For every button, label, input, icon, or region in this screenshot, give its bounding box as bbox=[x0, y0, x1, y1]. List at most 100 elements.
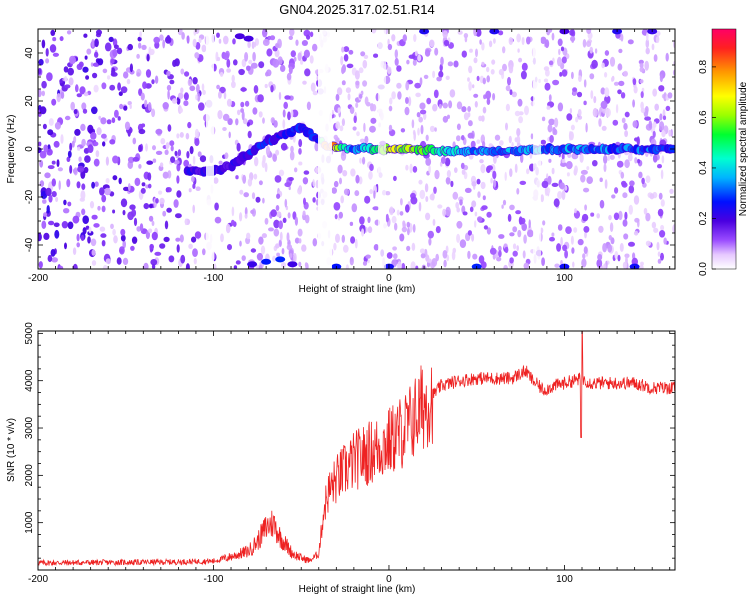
heatmap-cell bbox=[528, 219, 531, 229]
heatmap-cell bbox=[167, 89, 170, 100]
heatmap-cell bbox=[122, 209, 126, 216]
heatmap-cell bbox=[192, 248, 198, 257]
heatmap-cell bbox=[63, 199, 67, 206]
heatmap-cell bbox=[104, 187, 111, 196]
snr-panel: -200 -100 0 100 1000 2000 3000 4000 5000 Height… bbox=[6, 322, 676, 595]
heatmap-cell bbox=[82, 227, 87, 235]
heatmap-cell bbox=[609, 56, 616, 67]
heatmap-cell bbox=[235, 175, 239, 180]
heatmap-cell bbox=[56, 93, 61, 103]
heatmap-cell bbox=[293, 252, 297, 263]
heatmap-cell bbox=[341, 66, 345, 75]
heatmap-cell bbox=[412, 223, 416, 233]
heatmap-cell bbox=[551, 32, 555, 41]
heatmap-cell bbox=[149, 243, 154, 250]
heatmap-cell bbox=[447, 61, 454, 67]
heatmap-cell bbox=[470, 140, 476, 149]
x-tick-label: 100 bbox=[556, 273, 573, 284]
heatmap-cell bbox=[148, 203, 153, 209]
heatmap-cell bbox=[387, 38, 390, 46]
heatmap-cell bbox=[440, 56, 444, 66]
heatmap-cell bbox=[187, 121, 192, 129]
heatmap-cell bbox=[481, 61, 485, 66]
heatmap-cell bbox=[282, 109, 286, 118]
heatmap-cell bbox=[262, 38, 270, 47]
heatmap-cell bbox=[598, 118, 602, 127]
heatmap-cell bbox=[337, 164, 343, 174]
heatmap-cell bbox=[445, 206, 451, 217]
heatmap-cell bbox=[593, 96, 597, 104]
heatmap-cell bbox=[312, 238, 318, 247]
heatmap-cell bbox=[280, 142, 288, 151]
heatmap-cell bbox=[166, 187, 172, 193]
heatmap-cell bbox=[192, 38, 197, 48]
heatmap-cell bbox=[127, 156, 135, 164]
heatmap-cell bbox=[47, 129, 54, 136]
heatmap-cell bbox=[660, 199, 665, 207]
heatmap-cell bbox=[387, 43, 393, 51]
heatmap-cell bbox=[171, 98, 178, 104]
heatmap-cell bbox=[39, 180, 45, 187]
heatmap-cell bbox=[279, 231, 283, 241]
heatmap-cell bbox=[255, 264, 260, 269]
heatmap-cell bbox=[112, 175, 118, 181]
heatmap-cell bbox=[101, 133, 107, 139]
heatmap-cell bbox=[116, 257, 122, 265]
heatmap-cell bbox=[80, 123, 86, 131]
heatmap-cell bbox=[473, 29, 478, 37]
heatmap-cell bbox=[603, 154, 608, 164]
heatmap-cell bbox=[639, 79, 644, 84]
heatmap-cell bbox=[66, 178, 71, 188]
heatmap-cell bbox=[583, 100, 587, 106]
heatmap-cell bbox=[660, 224, 665, 231]
heatmap-cell bbox=[67, 221, 74, 230]
heatmap-cell bbox=[512, 243, 517, 250]
heatmap-cell bbox=[659, 121, 665, 131]
heatmap-cell bbox=[584, 231, 587, 239]
heatmap-cell bbox=[44, 172, 51, 179]
heatmap-cell bbox=[354, 238, 358, 249]
heatmap-cells bbox=[38, 29, 675, 269]
heatmap-cell bbox=[164, 149, 169, 155]
heatmap-cell bbox=[117, 116, 121, 121]
x-tick-label: 100 bbox=[556, 574, 573, 585]
heatmap-cell bbox=[621, 117, 626, 124]
heatmap-cell bbox=[250, 209, 255, 214]
heatmap-cell bbox=[613, 81, 619, 86]
heatmap-cell bbox=[551, 182, 559, 187]
heatmap-cell bbox=[70, 101, 75, 111]
heatmap-cell bbox=[287, 261, 298, 268]
heatmap-cell bbox=[437, 204, 443, 209]
heatmap-cell bbox=[138, 128, 146, 135]
heatmap-cell bbox=[175, 237, 181, 242]
heatmap-cell bbox=[581, 258, 587, 268]
heatmap-cell bbox=[286, 232, 290, 242]
heatmap-cell bbox=[294, 237, 300, 244]
heatmap-cell bbox=[46, 72, 53, 82]
heatmap-cell bbox=[143, 262, 149, 269]
heatmap-cell bbox=[667, 92, 673, 99]
heatmap-cell bbox=[136, 72, 141, 77]
heatmap-cell bbox=[636, 136, 640, 146]
heatmap-cell bbox=[622, 219, 628, 227]
heatmap-cell bbox=[91, 260, 97, 266]
heatmap-cell bbox=[501, 204, 504, 209]
heatmap-cell bbox=[230, 219, 235, 226]
heatmap-cell bbox=[622, 261, 628, 269]
heatmap-cell bbox=[393, 253, 398, 260]
heatmap-cell bbox=[85, 75, 90, 80]
heatmap-cell bbox=[503, 264, 508, 269]
heatmap-cell bbox=[51, 191, 57, 198]
heatmap-cell bbox=[312, 197, 316, 203]
heatmap-cell bbox=[527, 229, 534, 238]
heatmap-cell bbox=[83, 166, 89, 174]
heatmap-cell bbox=[242, 174, 247, 184]
heatmap-cell bbox=[242, 118, 248, 125]
heatmap-cell bbox=[608, 214, 612, 221]
heatmap-cell bbox=[168, 255, 175, 263]
y-tick-label: 5000 bbox=[24, 322, 35, 345]
heatmap-cell bbox=[294, 216, 298, 226]
heatmap-cell bbox=[341, 80, 346, 86]
heatmap-cell bbox=[601, 62, 605, 69]
heatmap-cell bbox=[301, 40, 308, 46]
